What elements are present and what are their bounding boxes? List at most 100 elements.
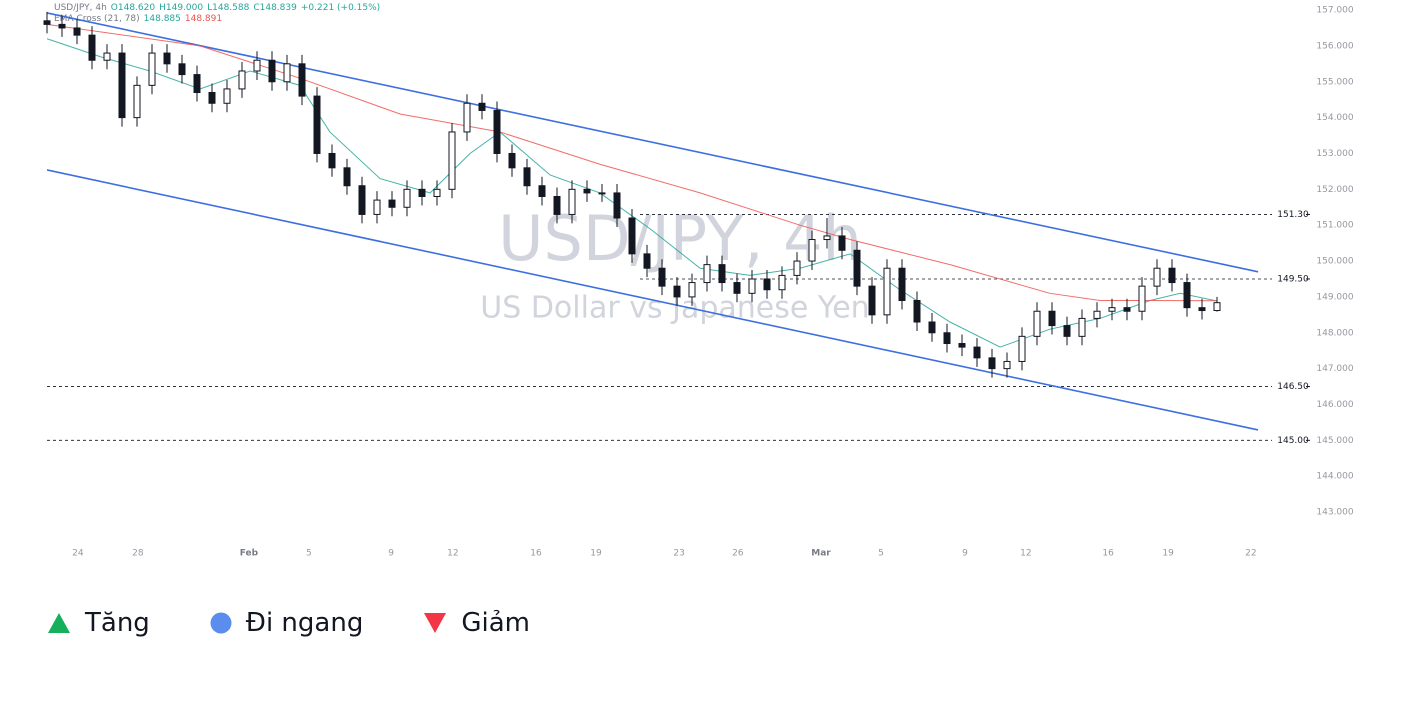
y-tick-label: 157.000 <box>1316 6 1353 16</box>
candle-body <box>748 278 756 294</box>
poll: Tăng Đi ngang Giảm <box>47 608 530 638</box>
candle-body <box>358 185 366 215</box>
header: USD/JPY, 4h O148.620 H149.000 L148.588 C148.… <box>54 3 380 13</box>
x-tick-label: Feb <box>240 549 259 559</box>
candle-body <box>1093 310 1101 319</box>
header-item: USD/JPY, 4h <box>54 3 107 13</box>
candle-body <box>1138 285 1146 312</box>
candle-body <box>223 88 231 104</box>
candle-body <box>388 199 396 208</box>
candle-body <box>1078 317 1086 337</box>
chart: USD/JPY, 4h US Dollar vs Japanese Yen US… <box>43 3 1354 559</box>
x-tick-label: 16 <box>530 549 542 559</box>
y-tick-label: 156.000 <box>1316 41 1353 51</box>
candle-body <box>703 264 711 284</box>
header-item: L148.588 <box>207 3 250 13</box>
poll-option[interactable]: Tăng <box>47 608 150 638</box>
x-tick-label: 12 <box>447 549 458 559</box>
header-item: 148.891 <box>185 14 222 24</box>
x-tick-label: Mar <box>811 549 831 559</box>
header-item: O148.620 <box>111 3 156 13</box>
candle-body <box>1198 307 1206 312</box>
level-label: 145.00 <box>1277 436 1309 446</box>
candle-body <box>283 63 291 83</box>
candle-body <box>838 235 846 251</box>
option-label: Giảm <box>461 608 530 638</box>
x-tick-label: 5 <box>878 549 884 559</box>
x-tick-label: 16 <box>1102 549 1114 559</box>
watermark-title: USD/JPY, 4h <box>498 202 862 275</box>
candle-body <box>943 332 951 345</box>
candle-body <box>373 199 381 215</box>
candle-body <box>733 282 741 294</box>
candle-body <box>238 70 246 90</box>
down-icon <box>424 613 447 633</box>
candle-body <box>253 59 261 72</box>
candle-body <box>313 95 321 154</box>
x-tick-label: 9 <box>388 549 394 559</box>
candle-body <box>58 23 66 29</box>
candle-body <box>583 188 591 194</box>
x-tick-label: 5 <box>306 549 312 559</box>
candle-body <box>118 52 126 119</box>
candle-body <box>613 192 621 219</box>
x-tick-label: 24 <box>72 549 84 559</box>
candle-body <box>973 346 981 359</box>
candle-body <box>208 92 216 104</box>
candle-body <box>493 109 501 154</box>
header-item: H149.000 <box>159 3 203 13</box>
candle-body <box>1003 360 1011 370</box>
y-tick-label: 151.000 <box>1316 221 1353 231</box>
header-item: 148.885 <box>144 14 181 24</box>
candle-body <box>988 357 996 370</box>
x-tick-label: 19 <box>590 549 602 559</box>
y-tick-label: 150.000 <box>1316 257 1353 267</box>
level-label: 146.50 <box>1277 382 1309 392</box>
candle-body <box>1123 307 1131 312</box>
candle-body <box>163 52 171 65</box>
candle-body <box>598 192 606 195</box>
candle-body <box>853 249 861 287</box>
candle-body <box>913 299 921 323</box>
candle-body <box>673 285 681 298</box>
candle-body <box>1213 302 1221 312</box>
trendline <box>46 169 1259 431</box>
candle-body <box>658 267 666 287</box>
header-item: +0.221 (+0.15%) <box>301 3 380 13</box>
poll-option[interactable]: Giảm <box>423 608 530 638</box>
candle-body <box>643 253 651 269</box>
candle-body <box>73 27 81 36</box>
poll-option[interactable]: Đi ngang <box>210 608 363 638</box>
ema-line <box>46 38 1218 348</box>
candle-body <box>1063 325 1071 337</box>
x-tick-label: 28 <box>132 549 144 559</box>
candle-body <box>133 84 141 119</box>
candle-body <box>883 267 891 316</box>
y-tick-label: 155.000 <box>1316 77 1353 87</box>
candle-body <box>508 152 516 169</box>
header-item: EMA Cross (21, 78) <box>54 14 140 24</box>
candle-body <box>88 34 96 61</box>
candle-body <box>298 63 306 97</box>
candle-body <box>178 63 186 76</box>
level-label: 151.30 <box>1277 210 1309 220</box>
ema-line <box>46 23 1218 302</box>
y-tick-label: 149.000 <box>1316 292 1353 302</box>
x-tick-label: 22 <box>1245 549 1256 559</box>
candle-body <box>958 343 966 348</box>
y-tick-label: 154.000 <box>1316 113 1353 123</box>
candle-body <box>1108 307 1116 312</box>
candle-body <box>1048 310 1056 327</box>
y-tick-label: 143.000 <box>1316 508 1353 518</box>
y-tick-label: 152.000 <box>1316 185 1353 195</box>
candle-body <box>478 102 486 111</box>
header-item: C148.839 <box>253 3 297 13</box>
candle-body <box>328 152 336 169</box>
up-icon <box>48 613 70 633</box>
candle-body <box>103 52 111 61</box>
candle-body <box>523 167 531 187</box>
x-tick-label: 26 <box>732 549 744 559</box>
x-tick-label: 23 <box>673 549 684 559</box>
candle-body <box>43 20 51 25</box>
